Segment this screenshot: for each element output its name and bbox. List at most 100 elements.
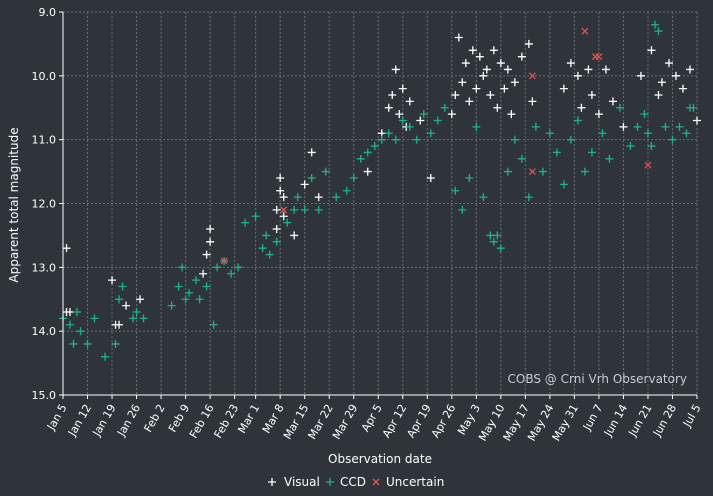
ccd-point	[465, 173, 474, 182]
ccd-point	[419, 110, 428, 119]
visual-point	[108, 276, 117, 285]
visual-point	[62, 244, 71, 253]
ccd-point	[654, 27, 663, 36]
ccd-point	[433, 116, 442, 125]
visual-point	[300, 180, 309, 189]
y-tick-label: 14.0	[32, 325, 57, 338]
uncertain-point	[644, 161, 652, 169]
ccd-point	[391, 135, 400, 144]
ccd-point	[321, 167, 330, 176]
ccd-point	[234, 263, 243, 272]
legend-label-uncertain: Uncertain	[386, 475, 444, 489]
y-axis-title: Apparent total magnitude	[7, 127, 21, 282]
visual-point	[479, 71, 488, 80]
ccd-point	[202, 282, 211, 291]
visual-point	[601, 65, 610, 74]
ccd-point	[580, 167, 589, 176]
visual-point	[584, 65, 593, 74]
visual-point	[559, 84, 568, 93]
ccd-point	[167, 301, 176, 310]
visual-point	[636, 71, 645, 80]
ccd-point	[405, 122, 414, 131]
ccd-point	[440, 103, 449, 112]
visual-point	[307, 148, 316, 157]
x-tick-label: Jun 28	[650, 402, 679, 439]
visual-point	[507, 110, 516, 119]
y-tick-label: 13.0	[32, 261, 57, 274]
visual-point	[405, 97, 414, 106]
attribution-annotation: COBS @ Crni Vrh Observatory	[508, 372, 687, 386]
ccd-point	[356, 154, 365, 163]
ccd-point	[363, 148, 372, 157]
visual-point	[510, 78, 519, 87]
visual-point	[395, 110, 404, 119]
visual-point	[279, 212, 288, 221]
y-tick-label: 15.0	[32, 389, 57, 402]
x-tick-label: Apr 5	[359, 402, 385, 434]
visual-point	[496, 59, 505, 68]
ccd-point	[517, 154, 526, 163]
visual-point	[489, 46, 498, 55]
ccd-point	[185, 288, 194, 297]
visual-point	[458, 78, 467, 87]
ccd-point	[129, 314, 138, 323]
ccd-point	[615, 103, 624, 112]
ccd-point	[251, 212, 260, 221]
ccd-point	[265, 250, 274, 259]
x-tick-label: Mar 1	[235, 402, 262, 436]
visual-point	[363, 167, 372, 176]
ccd-point	[293, 193, 302, 202]
visual-point	[272, 225, 281, 234]
ccd-point	[101, 352, 110, 361]
ccd-point	[195, 295, 204, 304]
visual-point	[577, 103, 586, 112]
y-tick-label: 11.0	[32, 134, 57, 147]
ccd-point	[573, 116, 582, 125]
ccd-point	[377, 135, 386, 144]
x-tick-label: Jan 12	[65, 402, 94, 439]
ccd-point	[241, 218, 250, 227]
x-tick-label: Jun 21	[625, 402, 654, 439]
ccd-point	[139, 314, 148, 323]
ccd-point	[496, 244, 505, 253]
ccd-point	[633, 122, 642, 131]
ccd-point	[290, 205, 299, 214]
ccd-point	[640, 110, 649, 119]
visual-point	[199, 269, 208, 278]
visual-point	[664, 59, 673, 68]
legend-marker-uncertain	[372, 478, 380, 486]
x-tick-label: Jun 14	[601, 402, 630, 439]
x-tick-label: Feb 2	[141, 402, 167, 434]
visual-point	[619, 122, 628, 131]
ccd-point	[76, 327, 85, 336]
ccd-point	[69, 339, 78, 348]
ccd-point	[283, 218, 292, 227]
visual-point	[388, 90, 397, 99]
visual-point	[647, 46, 656, 55]
visual-point	[594, 110, 603, 119]
ccd-point	[587, 148, 596, 157]
ccd-point	[598, 129, 607, 138]
ccd-point	[486, 231, 495, 240]
visual-point	[202, 250, 211, 259]
y-tick-label: 12.0	[32, 198, 57, 211]
ccd-point	[412, 135, 421, 144]
ccd-point	[545, 129, 554, 138]
visual-point	[503, 65, 512, 74]
visual-point	[472, 84, 481, 93]
visual-point	[391, 65, 400, 74]
ccd-point	[472, 122, 481, 131]
visual-point	[461, 59, 470, 68]
y-tick-label: 9.0	[39, 6, 57, 19]
uncertain-point	[528, 72, 536, 80]
visual-point	[468, 46, 477, 55]
x-tick-label: Jan 5	[44, 402, 69, 433]
visual-point	[66, 308, 75, 317]
ccd-point	[132, 308, 141, 317]
visual-point	[657, 78, 666, 87]
visual-point	[517, 52, 526, 61]
x-tick-label: Jul 5	[680, 402, 704, 430]
ccd-point	[451, 186, 460, 195]
ccd-point	[314, 205, 323, 214]
visual-point	[279, 193, 288, 202]
